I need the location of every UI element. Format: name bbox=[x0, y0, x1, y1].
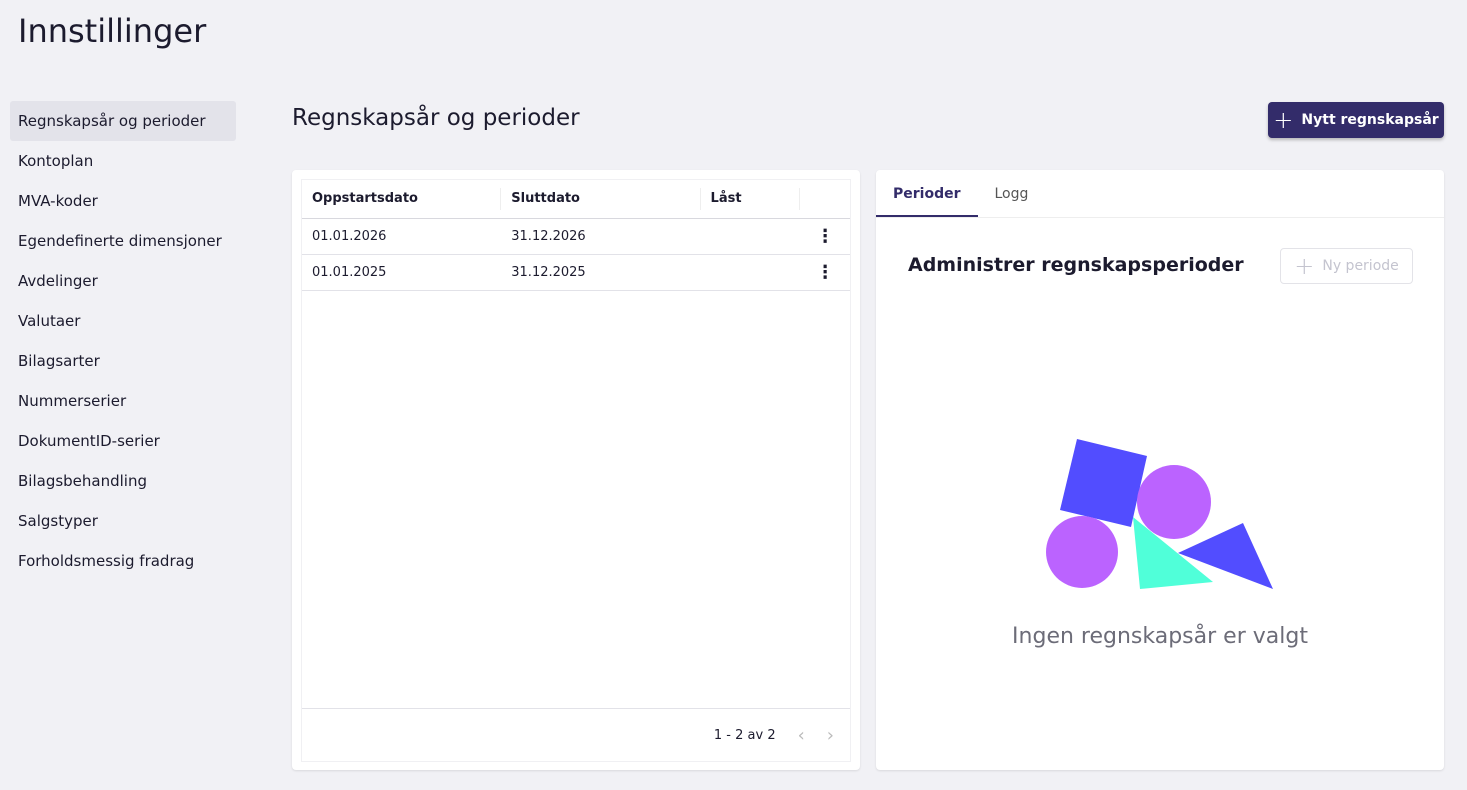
end-date: 31.12.2026 bbox=[511, 229, 586, 244]
new-fiscal-year-label: Nytt regnskapsår bbox=[1301, 112, 1439, 128]
new-fiscal-year-button[interactable]: + Nytt regnskapsår bbox=[1268, 102, 1444, 138]
start-date: 01.01.2025 bbox=[312, 265, 387, 280]
pagination: 1 - 2 av 2 ‹ › bbox=[302, 708, 850, 761]
chevron-left-icon[interactable]: ‹ bbox=[797, 724, 805, 746]
sidebar-item-fradrag[interactable]: Forholdsmessig fradrag bbox=[18, 552, 195, 570]
sidebar-item-salgstyper[interactable]: Salgstyper bbox=[18, 512, 98, 530]
pagination-label: 1 - 2 av 2 bbox=[713, 727, 776, 743]
sidebar-item-regnskapsar[interactable]: Regnskapsår og perioder bbox=[10, 101, 236, 141]
sidebar-item-bilagsarter[interactable]: Bilagsarter bbox=[18, 352, 100, 370]
periods-card: Perioder Logg Administrer regnskapsperio… bbox=[876, 170, 1444, 770]
empty-state-illustration bbox=[1046, 439, 1273, 589]
plus-icon: + bbox=[1294, 252, 1315, 280]
sidebar-item-kontoplan[interactable]: Kontoplan bbox=[18, 152, 94, 170]
sidebar-item-valutaer[interactable]: Valutaer bbox=[18, 312, 81, 330]
start-date: 01.01.2026 bbox=[312, 229, 387, 244]
table-row[interactable]: 01.01.2026 31.12.2026 ⋮ bbox=[302, 219, 850, 255]
circle-shape bbox=[1046, 516, 1118, 588]
empty-state-text: Ingen regnskapsår er valgt bbox=[1012, 624, 1308, 649]
triangle-shape bbox=[1133, 517, 1213, 589]
sidebar-item-avdelinger[interactable]: Avdelinger bbox=[18, 272, 98, 290]
new-period-label: Ny periode bbox=[1322, 258, 1399, 274]
sidebar-item-dokumentid[interactable]: DokumentID-serier bbox=[18, 432, 160, 450]
fiscal-years-card: Oppstartsdato Sluttdato Låst 01.01.2026 … bbox=[292, 170, 860, 770]
more-vertical-icon[interactable]: ⋮ bbox=[816, 262, 835, 283]
column-header-start[interactable]: Oppstartsdato bbox=[302, 188, 502, 210]
column-header-locked[interactable]: Låst bbox=[701, 188, 801, 210]
settings-sidebar: Regnskapsår og perioder Kontoplan MVA-ko… bbox=[10, 101, 236, 581]
chevron-right-icon[interactable]: › bbox=[826, 724, 834, 746]
tab-perioder[interactable]: Perioder bbox=[876, 170, 978, 217]
tab-logg[interactable]: Logg bbox=[994, 186, 1029, 202]
tab-bar: Perioder Logg bbox=[876, 170, 1444, 218]
sidebar-item-mva-koder[interactable]: MVA-koder bbox=[18, 192, 98, 210]
plus-icon: + bbox=[1273, 106, 1294, 134]
new-period-button[interactable]: + Ny periode bbox=[1280, 248, 1413, 284]
table-header: Oppstartsdato Sluttdato Låst bbox=[302, 180, 850, 219]
fiscal-years-table: Oppstartsdato Sluttdato Låst 01.01.2026 … bbox=[301, 179, 851, 762]
sidebar-item-dimensjoner[interactable]: Egendefinerte dimensjoner bbox=[18, 232, 222, 250]
more-vertical-icon[interactable]: ⋮ bbox=[816, 226, 835, 247]
column-header-end[interactable]: Sluttdato bbox=[501, 188, 701, 210]
circle-shape bbox=[1137, 465, 1211, 539]
triangle-shape bbox=[1178, 523, 1273, 589]
table-row[interactable]: 01.01.2025 31.12.2025 ⋮ bbox=[302, 255, 850, 291]
square-shape bbox=[1060, 439, 1147, 527]
panel-title: Administrer regnskapsperioder bbox=[908, 254, 1244, 276]
section-title: Regnskapsår og perioder bbox=[292, 105, 580, 131]
end-date: 31.12.2025 bbox=[511, 265, 586, 280]
sidebar-item-nummerserier[interactable]: Nummerserier bbox=[18, 392, 127, 410]
sidebar-item-bilagsbehandling[interactable]: Bilagsbehandling bbox=[18, 472, 147, 490]
page-title: Innstillinger bbox=[18, 12, 207, 50]
